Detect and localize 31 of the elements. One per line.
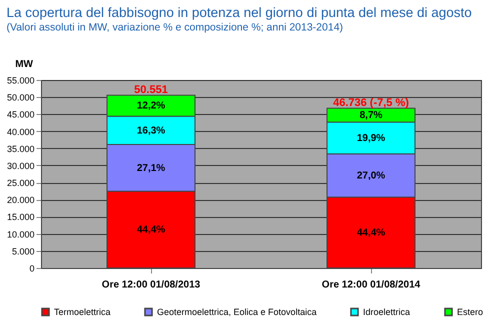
annotation: 44,4%: [356, 228, 386, 239]
y-tick-label: 0: [29, 264, 34, 274]
y-tick-label: 20.000: [6, 195, 34, 206]
annotation: 27,1%: [136, 162, 166, 174]
y-tick-label: 55.000: [6, 76, 34, 86]
legend-label: Termoelettrica: [54, 306, 111, 317]
y-tick-label: 10.000: [6, 229, 34, 240]
legend-label: Estero: [457, 306, 484, 317]
legend-label: Geotermoelettrica, Eolica e Fotovoltaica: [157, 306, 317, 317]
y-tick-label: 45.000: [6, 110, 34, 120]
annotation: 8,7%: [360, 110, 383, 122]
chart-subtitle: (Valori assoluti in MW, variazione % e composizione %; anni 2013-2014): [6, 22, 344, 34]
annotation: 19,9%: [356, 133, 386, 144]
y-tick-label: 40.000: [6, 126, 34, 137]
legend-label: Idroelettrica: [363, 306, 410, 317]
y-tick-label: 50.000: [6, 92, 34, 103]
annotation: 12,2%: [136, 100, 166, 112]
y-tick-label: 25.000: [6, 178, 34, 188]
y-axis-title: MW: [15, 59, 34, 70]
x-tick-label: Ore 12:00 01/08/2013: [102, 280, 201, 290]
y-tick-label: 15.000: [6, 212, 34, 222]
y-tick-label: 35.000: [6, 144, 34, 154]
annotation: 27,0%: [356, 170, 386, 182]
x-tick-label: Ore 12:00 01/08/2014: [322, 280, 421, 290]
annotation: 16,3%: [136, 125, 166, 136]
annotation: 44,4%: [136, 224, 166, 236]
total-label: 46.736 (-7,5 %): [333, 97, 410, 110]
chart-title: La copertura del fabbisogno in potenza nel giorno di punta del mese di agosto: [6, 5, 472, 20]
y-tick-label: 30.000: [6, 160, 34, 171]
total-label: 50.551: [134, 84, 168, 96]
y-tick-label: 5.000: [12, 246, 34, 256]
